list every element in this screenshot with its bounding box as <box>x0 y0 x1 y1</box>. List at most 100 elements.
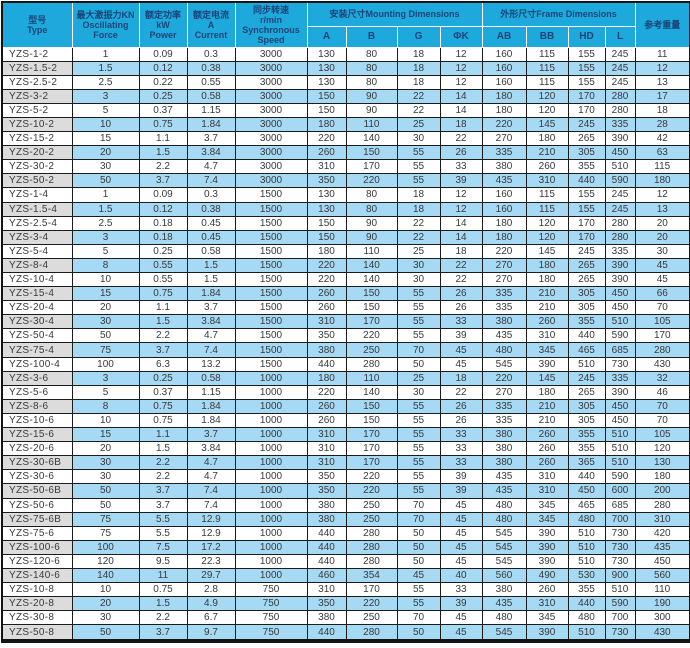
cell-dim-a: 350 <box>306 173 347 189</box>
cell-dim-l: 590 <box>604 469 636 485</box>
cell-current: 7.4 <box>186 483 236 499</box>
cell-dim-b: 354 <box>345 567 398 584</box>
cell-dim-bb: 210 <box>525 398 569 414</box>
cell-dim-a: 130 <box>306 46 347 62</box>
table-row: YZS-50-6 50 3.7 7.4 1000 380 250 70 45 480 345 465 6… <box>1 497 690 513</box>
cell-dim-g: 22 <box>396 229 441 245</box>
table-row: YZS-2.5-4 2.5 0.18 0.45 1500 150 90 22 14 180 120 1… <box>1 215 690 231</box>
col-header-hd: HD <box>567 25 606 48</box>
cell-speed: 3000 <box>234 173 308 189</box>
cell-dim-phi-k: 39 <box>439 469 483 485</box>
cell-dim-b: 170 <box>345 314 398 330</box>
cell-dim-phi-k: 39 <box>439 483 483 499</box>
col-header-current: 额定电流 A Current <box>186 1 236 48</box>
cell-weight: 130 <box>634 455 690 471</box>
cell-dim-bb: 180 <box>525 271 569 288</box>
cell-force: 50 <box>71 624 140 642</box>
cell-dim-g: 55 <box>396 483 441 499</box>
col-header-g: G <box>396 25 441 48</box>
cell-dim-g: 70 <box>396 497 441 513</box>
table-row: YZS-1.5-4 1.5 0.12 0.38 1500 130 80 18 12 160 115 1… <box>1 201 690 217</box>
cell-type: YZS-50-8 <box>1 624 73 642</box>
cell-power: 5.5 <box>138 525 188 541</box>
cell-dim-a: 440 <box>306 553 347 569</box>
cell-dim-l: 245 <box>604 201 636 217</box>
cell-dim-ab: 270 <box>481 271 527 288</box>
cell-dim-phi-k: 33 <box>439 441 483 457</box>
cell-force: 75 <box>71 511 140 527</box>
cell-weight: 170 <box>634 328 690 344</box>
cell-power: 2.2 <box>138 159 188 175</box>
cell-dim-ab: 380 <box>481 159 527 175</box>
cell-dim-ab: 160 <box>481 187 527 203</box>
cell-type: YZS-15-6 <box>1 427 73 443</box>
cell-speed: 3000 <box>234 145 308 161</box>
cell-dim-g: 50 <box>396 356 441 372</box>
cell-type: YZS-100-6 <box>1 539 73 555</box>
cell-dim-g: 55 <box>396 314 441 330</box>
cell-type: YZS-20-8 <box>1 596 73 612</box>
cell-dim-phi-k: 14 <box>439 215 483 231</box>
cell-speed: 1500 <box>234 215 308 231</box>
cell-dim-a: 260 <box>306 412 347 429</box>
cell-dim-phi-k: 26 <box>439 300 483 316</box>
table-row: YZS-10-8 10 0.75 2.8 750 310 170 55 33 380 260 355 5… <box>1 582 690 598</box>
cell-dim-ab: 270 <box>481 131 527 147</box>
cell-dim-bb: 345 <box>525 610 569 626</box>
cell-dim-phi-k: 14 <box>439 102 483 118</box>
cell-dim-b: 80 <box>345 187 398 203</box>
cell-dim-a: 440 <box>306 624 347 642</box>
cell-type: YZS-5-2 <box>1 102 73 118</box>
cell-dim-b: 110 <box>345 243 398 259</box>
cell-current: 3.84 <box>186 441 236 457</box>
cell-force: 50 <box>71 483 140 499</box>
cell-dim-bb: 115 <box>525 60 569 76</box>
cell-dim-g: 30 <box>396 384 441 400</box>
col-header-phi-k: ΦK <box>439 25 483 48</box>
cell-dim-hd: 450 <box>567 483 606 499</box>
cell-dim-l: 590 <box>604 173 636 189</box>
cell-dim-phi-k: 12 <box>439 46 483 62</box>
cell-weight: 30 <box>634 243 690 259</box>
cell-dim-phi-k: 33 <box>439 314 483 330</box>
cell-dim-a: 260 <box>306 398 347 414</box>
cell-dim-a: 380 <box>306 342 347 358</box>
table-row: YZS-15-2 15 1.1 3.7 3000 220 140 30 22 270 180 265 3… <box>1 131 690 147</box>
cell-force: 15 <box>71 427 140 443</box>
cell-dim-b: 170 <box>345 427 398 443</box>
cell-speed: 1000 <box>234 525 308 541</box>
cell-dim-a: 180 <box>306 116 347 133</box>
cell-force: 2.5 <box>71 215 140 231</box>
cell-dim-b: 170 <box>345 441 398 457</box>
cell-speed: 750 <box>234 610 308 626</box>
table-row: YZS-20-6 20 1.5 3.84 1000 310 170 55 33 380 260 355… <box>1 441 690 457</box>
cell-power: 9.5 <box>138 553 188 569</box>
cell-speed: 1000 <box>234 553 308 569</box>
cell-dim-g: 70 <box>396 610 441 626</box>
cell-dim-ab: 545 <box>481 356 527 372</box>
cell-power: 0.09 <box>138 46 188 62</box>
cell-weight: 63 <box>634 145 690 161</box>
cell-dim-l: 730 <box>604 525 636 541</box>
cell-speed: 3000 <box>234 46 308 62</box>
cell-power: 0.37 <box>138 102 188 118</box>
cell-dim-hd: 510 <box>567 525 606 541</box>
cell-dim-a: 380 <box>306 497 347 513</box>
cell-power: 6.3 <box>138 356 188 372</box>
cell-speed: 1500 <box>234 300 308 316</box>
cell-current: 12.9 <box>186 525 236 541</box>
cell-dim-b: 80 <box>345 46 398 62</box>
cell-speed: 1500 <box>234 314 308 330</box>
cell-current: 0.45 <box>186 215 236 231</box>
cell-dim-hd: 510 <box>567 539 606 555</box>
table-row: YZS-1.5-2 1.5 0.12 0.38 3000 130 80 18 12 160 115 1… <box>1 60 690 76</box>
cell-dim-l: 280 <box>604 215 636 231</box>
cell-dim-l: 245 <box>604 46 636 62</box>
cell-dim-hd: 245 <box>567 116 606 133</box>
cell-dim-g: 55 <box>396 173 441 189</box>
cell-weight: 190 <box>634 596 690 612</box>
cell-dim-ab: 545 <box>481 539 527 555</box>
cell-dim-bb: 390 <box>525 525 569 541</box>
cell-dim-bb: 180 <box>525 257 569 274</box>
cell-dim-b: 150 <box>345 300 398 316</box>
